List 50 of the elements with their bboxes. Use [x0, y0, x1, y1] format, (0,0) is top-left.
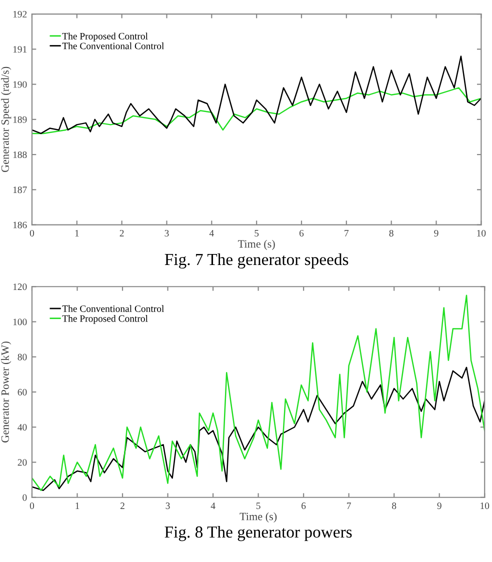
line-series: [32, 87, 482, 134]
y-axis-title: Generator Power (kW): [1, 342, 12, 442]
x-tick-label: 7: [344, 230, 349, 236]
x-tick-label: 1: [76, 502, 80, 509]
x-tick-label: 10: [477, 230, 486, 237]
x-tick-label: 6: [302, 502, 306, 510]
line-series: [32, 56, 482, 134]
y-tick-label: 20: [18, 459, 27, 466]
x-tick-label: 5: [254, 230, 259, 237]
x-tick-label: 5: [256, 502, 260, 510]
y-tick-label: 188: [13, 151, 27, 158]
x-tick-label: 1: [75, 230, 79, 236]
x-tick-label: 0: [30, 502, 34, 510]
x-tick-label: 4: [210, 502, 216, 509]
x-tick-label: 6: [299, 230, 304, 237]
text: Fig. 8 The generator powers: [164, 526, 352, 542]
y-tick-label: 100: [13, 318, 27, 326]
x-tick-label: 10: [480, 502, 490, 510]
y-tick-label: 60: [18, 388, 27, 396]
x-tick-label: 2: [120, 502, 124, 509]
x-tick-label: 4: [209, 230, 214, 236]
y-tick-label: 186: [13, 222, 27, 228]
line-series: [32, 294, 485, 491]
y-tick-label: 80: [18, 354, 27, 360]
legend-label: The Conventional Control: [62, 42, 164, 50]
y-tick-label: 189: [13, 116, 27, 123]
x-tick-label: 0: [30, 230, 34, 237]
x-tick-label: 2: [120, 230, 124, 236]
text: Fig. 7 The generator speeds: [164, 253, 348, 269]
x-tick-label: 8: [389, 230, 394, 237]
legend-label: The Proposed Control: [62, 315, 148, 324]
y-tick-label: 120: [13, 284, 27, 290]
x-tick-label: 8: [392, 502, 396, 510]
x-tick-label: 9: [437, 502, 442, 510]
legend-label: The Proposed Control: [62, 32, 148, 42]
y-tick-label: 192: [13, 10, 27, 18]
legend-label: The Conventional Control: [62, 305, 164, 312]
y-tick-label: 187: [13, 186, 27, 194]
y-tick-label: 40: [18, 424, 27, 431]
y-axis-title: Generator Speed (rad/s): [1, 66, 12, 172]
x-tick-label: 3: [164, 230, 169, 237]
x-axis-title: Time (s): [240, 512, 277, 523]
y-tick-label: 191: [13, 46, 27, 53]
y-tick-label: 190: [13, 81, 27, 88]
x-axis-title: Time (s): [238, 240, 275, 250]
x-tick-label: 3: [166, 502, 170, 510]
x-tick-label: 7: [347, 502, 351, 509]
line-series: [32, 366, 485, 491]
x-tick-label: 9: [434, 230, 438, 237]
y-tick-label: 0: [22, 494, 27, 501]
